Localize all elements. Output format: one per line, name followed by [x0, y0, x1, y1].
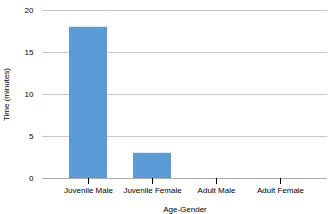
svg-text:20: 20: [25, 6, 34, 15]
svg-text:Juvenile Male: Juvenile Male: [64, 186, 113, 195]
svg-text:Age-Gender: Age-Gender: [163, 205, 207, 214]
svg-text:Time (minutes): Time (minutes): [2, 68, 11, 121]
svg-text:Adult Female: Adult Female: [257, 186, 305, 195]
svg-text:Juvenile Female: Juvenile Female: [123, 186, 182, 195]
svg-text:15: 15: [25, 48, 34, 57]
svg-text:10: 10: [25, 90, 34, 99]
svg-text:Adult Male: Adult Male: [198, 186, 236, 195]
svg-text:0: 0: [29, 174, 34, 183]
svg-text:5: 5: [29, 132, 34, 141]
